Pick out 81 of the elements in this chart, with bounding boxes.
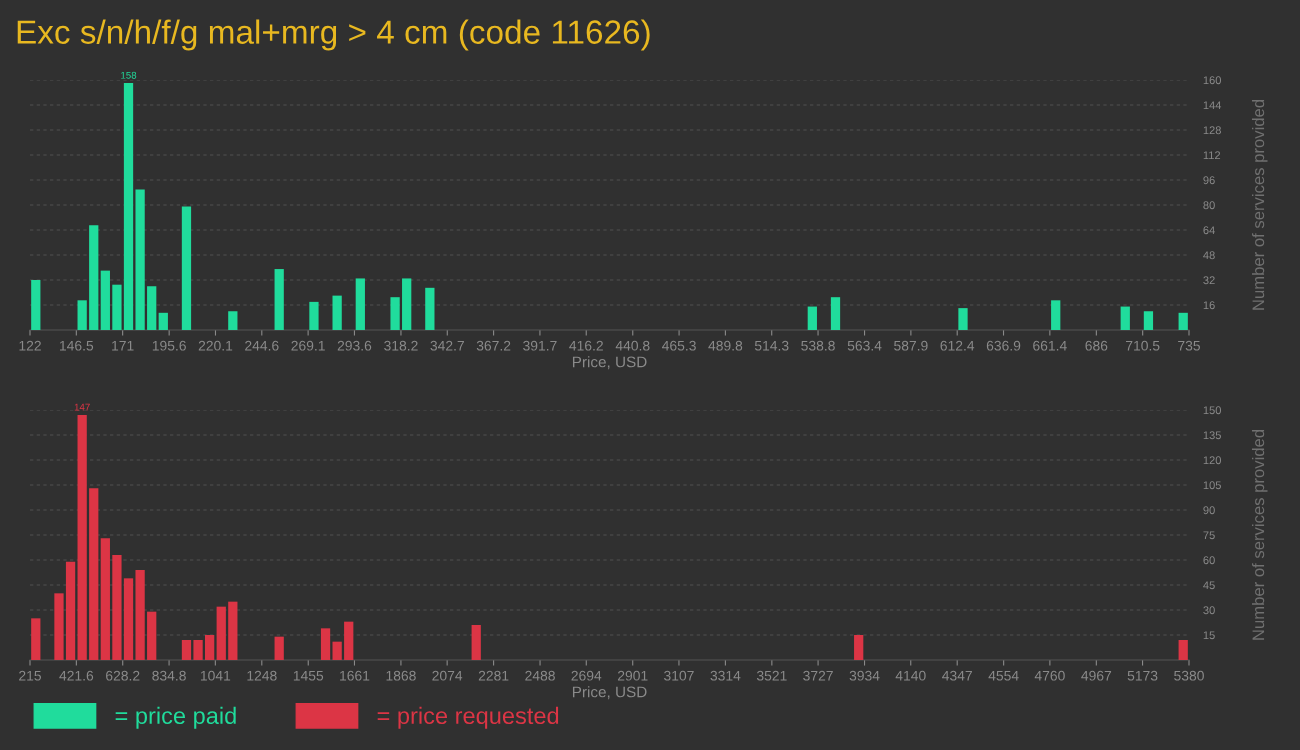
y-axis-title: Number of services provided (1251, 100, 1268, 310)
y-tick-label: 160 (1203, 76, 1221, 85)
x-tick-label: 686 (1085, 340, 1108, 351)
y-tick-label: 75 (1203, 531, 1215, 540)
x-tick-label: 244.6 (245, 340, 279, 351)
x-tick-label: 342.7 (430, 340, 464, 351)
x-tick-label: 710.5 (1126, 340, 1160, 351)
y-tick-label: 80 (1203, 201, 1215, 210)
x-tick-label: 293.6 (337, 340, 372, 351)
x-tick-label: 215 (19, 670, 42, 681)
x-tick-label: 2281 (478, 670, 509, 681)
x-tick-label: 661.4 (1033, 340, 1067, 351)
x-tick-label: 2488 (525, 670, 555, 681)
y-tick-label: 16 (1203, 301, 1215, 310)
y-tick-label: 128 (1203, 126, 1221, 135)
x-tick-label: 367.2 (476, 340, 511, 351)
x-tick-label: 563.4 (847, 340, 882, 351)
legend-label: = price paid (115, 706, 236, 729)
y-tick-label: 120 (1203, 456, 1221, 465)
x-tick-label: 636.9 (986, 340, 1021, 351)
x-tick-label: 489.8 (708, 340, 743, 351)
x-tick-label: 1868 (386, 670, 416, 681)
x-tick-label: 834.8 (152, 670, 186, 681)
x-tick-label: 4760 (1034, 670, 1065, 681)
y-tick-label: 112 (1203, 151, 1221, 160)
y-tick-label: 64 (1203, 226, 1215, 235)
y-tick-label: 150 (1203, 406, 1221, 415)
x-tick-label: 2901 (617, 670, 648, 681)
chart-title: Exc s/n/h/f/g mal+mrg > 4 cm (code 11626) (17, 19, 650, 51)
x-tick-label: 1661 (340, 670, 370, 681)
x-tick-label: 122 (19, 340, 41, 351)
x-tick-label: 1041 (200, 670, 231, 681)
x-tick-label: 4140 (895, 670, 926, 681)
x-tick-label: 3107 (664, 670, 694, 681)
y-tick-label: 105 (1203, 481, 1221, 490)
x-tick-label: 587.9 (894, 340, 928, 351)
y-tick-label: 135 (1203, 431, 1221, 440)
y-tick-label: 60 (1203, 556, 1215, 565)
x-tick-label: 5380 (1174, 670, 1204, 681)
x-tick-label: 220.1 (198, 340, 233, 351)
x-tick-label: 4554 (988, 670, 1019, 681)
y-axis-title: Number of services provided (1251, 430, 1268, 640)
x-axis-title: Price, USD (572, 356, 647, 370)
y-tick-label: 48 (1203, 251, 1215, 260)
x-tick-label: 465.3 (662, 340, 696, 351)
x-tick-label: 538.8 (801, 340, 835, 351)
x-tick-label: 318.2 (384, 340, 418, 351)
x-tick-label: 4967 (1081, 670, 1112, 681)
y-tick-label: 32 (1203, 276, 1215, 285)
x-tick-label: 195.6 (152, 340, 186, 351)
x-tick-label: 3727 (803, 670, 833, 681)
x-tick-label: 514.3 (754, 340, 789, 351)
data-label: 147 (74, 403, 90, 411)
x-axis-title: Price, USD (572, 686, 647, 700)
x-tick-label: 628.2 (106, 670, 140, 681)
x-tick-label: 5173 (1127, 670, 1158, 681)
x-tick-label: 416.2 (569, 340, 603, 351)
x-tick-label: 4347 (942, 670, 972, 681)
y-tick-label: 96 (1203, 176, 1215, 185)
x-tick-label: 146.5 (60, 340, 94, 351)
x-tick-label: 421.6 (59, 670, 94, 681)
x-tick-label: 2694 (571, 670, 602, 681)
y-tick-label: 15 (1203, 631, 1215, 640)
y-tick-label: 45 (1203, 581, 1215, 590)
x-tick-label: 440.8 (615, 340, 650, 351)
x-tick-label: 171 (112, 340, 134, 351)
y-tick-label: 30 (1203, 606, 1215, 615)
y-tick-label: 144 (1203, 101, 1222, 110)
x-tick-label: 3521 (756, 670, 787, 681)
x-tick-label: 1455 (293, 670, 324, 681)
x-tick-label: 735 (1178, 340, 1201, 351)
x-tick-label: 391.7 (523, 340, 557, 351)
x-tick-label: 269.1 (291, 340, 325, 351)
legend-label: = price requested (377, 706, 559, 729)
data-label: 158 (121, 71, 137, 79)
x-tick-label: 3314 (710, 670, 741, 681)
x-tick-label: 612.4 (940, 340, 975, 351)
x-tick-label: 1248 (247, 670, 277, 681)
y-tick-label: 90 (1203, 506, 1215, 515)
x-tick-label: 2074 (432, 670, 463, 681)
x-tick-label: 3934 (849, 670, 880, 681)
